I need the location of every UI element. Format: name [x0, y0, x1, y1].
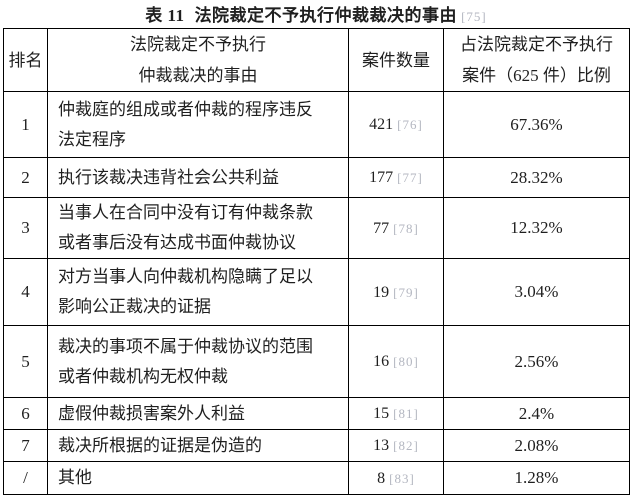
rank-cell: 2	[3, 157, 48, 198]
footnote-ref: [80]	[393, 354, 419, 369]
case-count: 15	[373, 405, 390, 422]
case-count: 8	[377, 469, 386, 487]
document-page: 表 11 法院裁定不予执行仲裁裁决的事由 [75] 排名 法院裁定不予执行 仲裁裁决…	[0, 5, 632, 504]
case-count-cell: 8 [83]	[348, 461, 444, 495]
table-row: 2 执行该裁决违背社会公共利益 177 [77] 28.32%	[3, 157, 630, 198]
footnote-ref: [77]	[397, 170, 423, 185]
case-count: 19	[373, 283, 390, 301]
case-count-cell: 421 [76]	[348, 91, 444, 158]
table-row: 7 裁决所根据的证据是伪造的 13 [82] 2.08%	[3, 429, 630, 462]
court-ruling-reasons-table: 排名 法院裁定不予执行 仲裁裁决的事由 案件数量 占法院裁定不予执行 案件（62…	[3, 28, 630, 495]
reason-cell: 当事人在合同中没有订有仲裁条款 或者事后没有达成书面仲裁协议	[47, 197, 349, 259]
case-count: 77	[373, 219, 390, 237]
case-count: 16	[373, 353, 390, 370]
table-row: 6 虚假仲裁损害案外人利益 15 [81] 2.4%	[3, 397, 630, 430]
case-count: 13	[373, 437, 390, 454]
table-row: 1 仲裁庭的组成或者仲裁的程序违反 法定程序 421 [76] 67.36%	[3, 91, 630, 158]
footnote-ref: [76]	[397, 117, 423, 132]
footnote-ref: [82]	[393, 438, 419, 453]
footnote-ref: [83]	[389, 470, 415, 486]
footnote-ref-title: [75]	[461, 9, 487, 24]
ratio-cell: 1.28%	[443, 461, 630, 495]
reason-cell: 对方当事人向仲裁机构隐瞒了足以 影响公正裁决的证据	[47, 258, 349, 326]
header-row: 排名 法院裁定不予执行 仲裁裁决的事由 案件数量 占法院裁定不予执行 案件（62…	[3, 28, 630, 92]
footnote-ref: [81]	[393, 406, 419, 421]
rank-cell: 6	[3, 397, 48, 430]
table-title: 表 11 法院裁定不予执行仲裁裁决的事由 [75]	[0, 5, 632, 27]
reason-cell: 其他	[47, 461, 349, 495]
case-count-cell: 77 [78]	[348, 197, 444, 259]
ratio-cell: 3.04%	[443, 258, 630, 326]
case-count-cell: 16 [80]	[348, 325, 444, 398]
reason-cell: 仲裁庭的组成或者仲裁的程序违反 法定程序	[47, 91, 349, 158]
table-row: / 其他 8 [83] 1.28%	[3, 461, 630, 495]
ratio-cell: 12.32%	[443, 197, 630, 259]
case-count-cell: 177 [77]	[348, 157, 444, 198]
rank-cell: 3	[3, 197, 48, 259]
rank-cell: /	[3, 461, 48, 495]
reason-cell: 执行该裁决违背社会公共利益	[47, 157, 349, 198]
case-count-cell: 15 [81]	[348, 397, 444, 430]
rank-cell: 5	[3, 325, 48, 398]
case-count: 421	[369, 116, 394, 133]
table-row: 4 对方当事人向仲裁机构隐瞒了足以 影响公正裁决的证据 19 [79] 3.04%	[3, 258, 630, 326]
header-reason: 法院裁定不予执行 仲裁裁决的事由	[47, 28, 349, 92]
table-title-text: 法院裁定不予执行仲裁裁决的事由	[194, 6, 458, 25]
header-count: 案件数量	[348, 28, 444, 92]
ratio-cell: 2.56%	[443, 325, 630, 398]
case-count-cell: 19 [79]	[348, 258, 444, 326]
header-rank: 排名	[3, 28, 48, 92]
rank-cell: 1	[3, 91, 48, 158]
header-ratio: 占法院裁定不予执行 案件（625 件）比例	[443, 28, 630, 92]
ratio-cell: 2.4%	[443, 397, 630, 430]
reason-cell: 裁决的事项不属于仲裁协议的范围 或者仲裁机构无权仲裁	[47, 325, 349, 398]
reason-cell: 裁决所根据的证据是伪造的	[47, 429, 349, 462]
ratio-cell: 67.36%	[443, 91, 630, 158]
rank-cell: 4	[3, 258, 48, 326]
table-number-label: 表 11	[145, 6, 185, 25]
footnote-ref: [79]	[393, 284, 419, 300]
reason-cell: 虚假仲裁损害案外人利益	[47, 397, 349, 430]
table-row: 3 当事人在合同中没有订有仲裁条款 或者事后没有达成书面仲裁协议 77 [78] …	[3, 197, 630, 259]
ratio-cell: 2.08%	[443, 429, 630, 462]
table-row: 5 裁决的事项不属于仲裁协议的范围 或者仲裁机构无权仲裁 16 [80] 2.56…	[3, 325, 630, 398]
rank-cell: 7	[3, 429, 48, 462]
ratio-cell: 28.32%	[443, 157, 630, 198]
case-count: 177	[369, 169, 394, 186]
footnote-ref: [78]	[393, 220, 419, 236]
case-count-cell: 13 [82]	[348, 429, 444, 462]
